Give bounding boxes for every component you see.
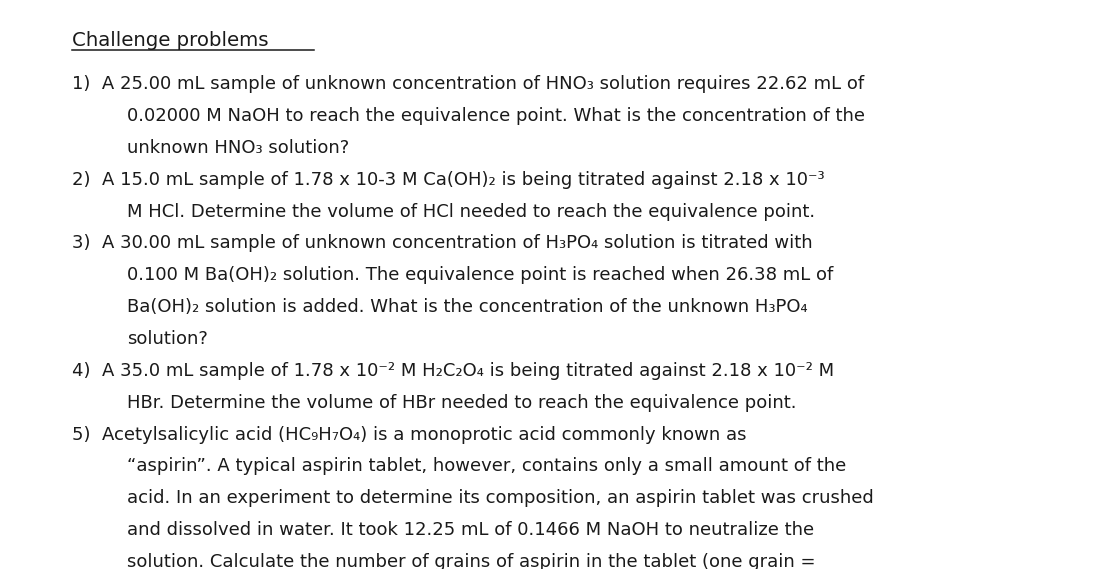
Text: and dissolved in water. It took 12.25 mL of 0.1466 M NaOH to neutralize the: and dissolved in water. It took 12.25 mL… bbox=[127, 521, 814, 539]
Text: solution. Calculate the number of grains of aspirin in the tablet (one grain =: solution. Calculate the number of grains… bbox=[127, 553, 815, 569]
Text: 5)  Acetylsalicylic acid (HC₉H₇O₄) is a monoprotic acid commonly known as: 5) Acetylsalicylic acid (HC₉H₇O₄) is a m… bbox=[72, 426, 747, 444]
Text: Challenge problems: Challenge problems bbox=[72, 31, 268, 50]
Text: “aspirin”. A typical aspirin tablet, however, contains only a small amount of th: “aspirin”. A typical aspirin tablet, how… bbox=[127, 457, 846, 476]
Text: 0.100 M Ba(OH)₂ solution. The equivalence point is reached when 26.38 mL of: 0.100 M Ba(OH)₂ solution. The equivalenc… bbox=[127, 266, 833, 284]
Text: 1)  A 25.00 mL sample of unknown concentration of HNO₃ solution requires 22.62 m: 1) A 25.00 mL sample of unknown concentr… bbox=[72, 75, 864, 93]
Text: 0.02000 M NaOH to reach the equivalence point. What is the concentration of the: 0.02000 M NaOH to reach the equivalence … bbox=[127, 107, 865, 125]
Text: 3)  A 30.00 mL sample of unknown concentration of H₃PO₄ solution is titrated wit: 3) A 30.00 mL sample of unknown concentr… bbox=[72, 234, 812, 253]
Text: 4)  A 35.0 mL sample of 1.78 x 10⁻² M H₂C₂O₄ is being titrated against 2.18 x 10: 4) A 35.0 mL sample of 1.78 x 10⁻² M H₂C… bbox=[72, 362, 834, 380]
Text: 2)  A 15.0 mL sample of 1.78 x 10-3 M Ca(OH)₂ is being titrated against 2.18 x 1: 2) A 15.0 mL sample of 1.78 x 10-3 M Ca(… bbox=[72, 171, 824, 189]
Text: Ba(OH)₂ solution is added. What is the concentration of the unknown H₃PO₄: Ba(OH)₂ solution is added. What is the c… bbox=[127, 298, 807, 316]
Text: solution?: solution? bbox=[127, 330, 207, 348]
Text: HBr. Determine the volume of HBr needed to reach the equivalence point.: HBr. Determine the volume of HBr needed … bbox=[127, 394, 796, 412]
Text: M HCl. Determine the volume of HCl needed to reach the equivalence point.: M HCl. Determine the volume of HCl neede… bbox=[127, 203, 815, 221]
Text: acid. In an experiment to determine its composition, an aspirin tablet was crush: acid. In an experiment to determine its … bbox=[127, 489, 874, 508]
Text: unknown HNO₃ solution?: unknown HNO₃ solution? bbox=[127, 139, 349, 157]
